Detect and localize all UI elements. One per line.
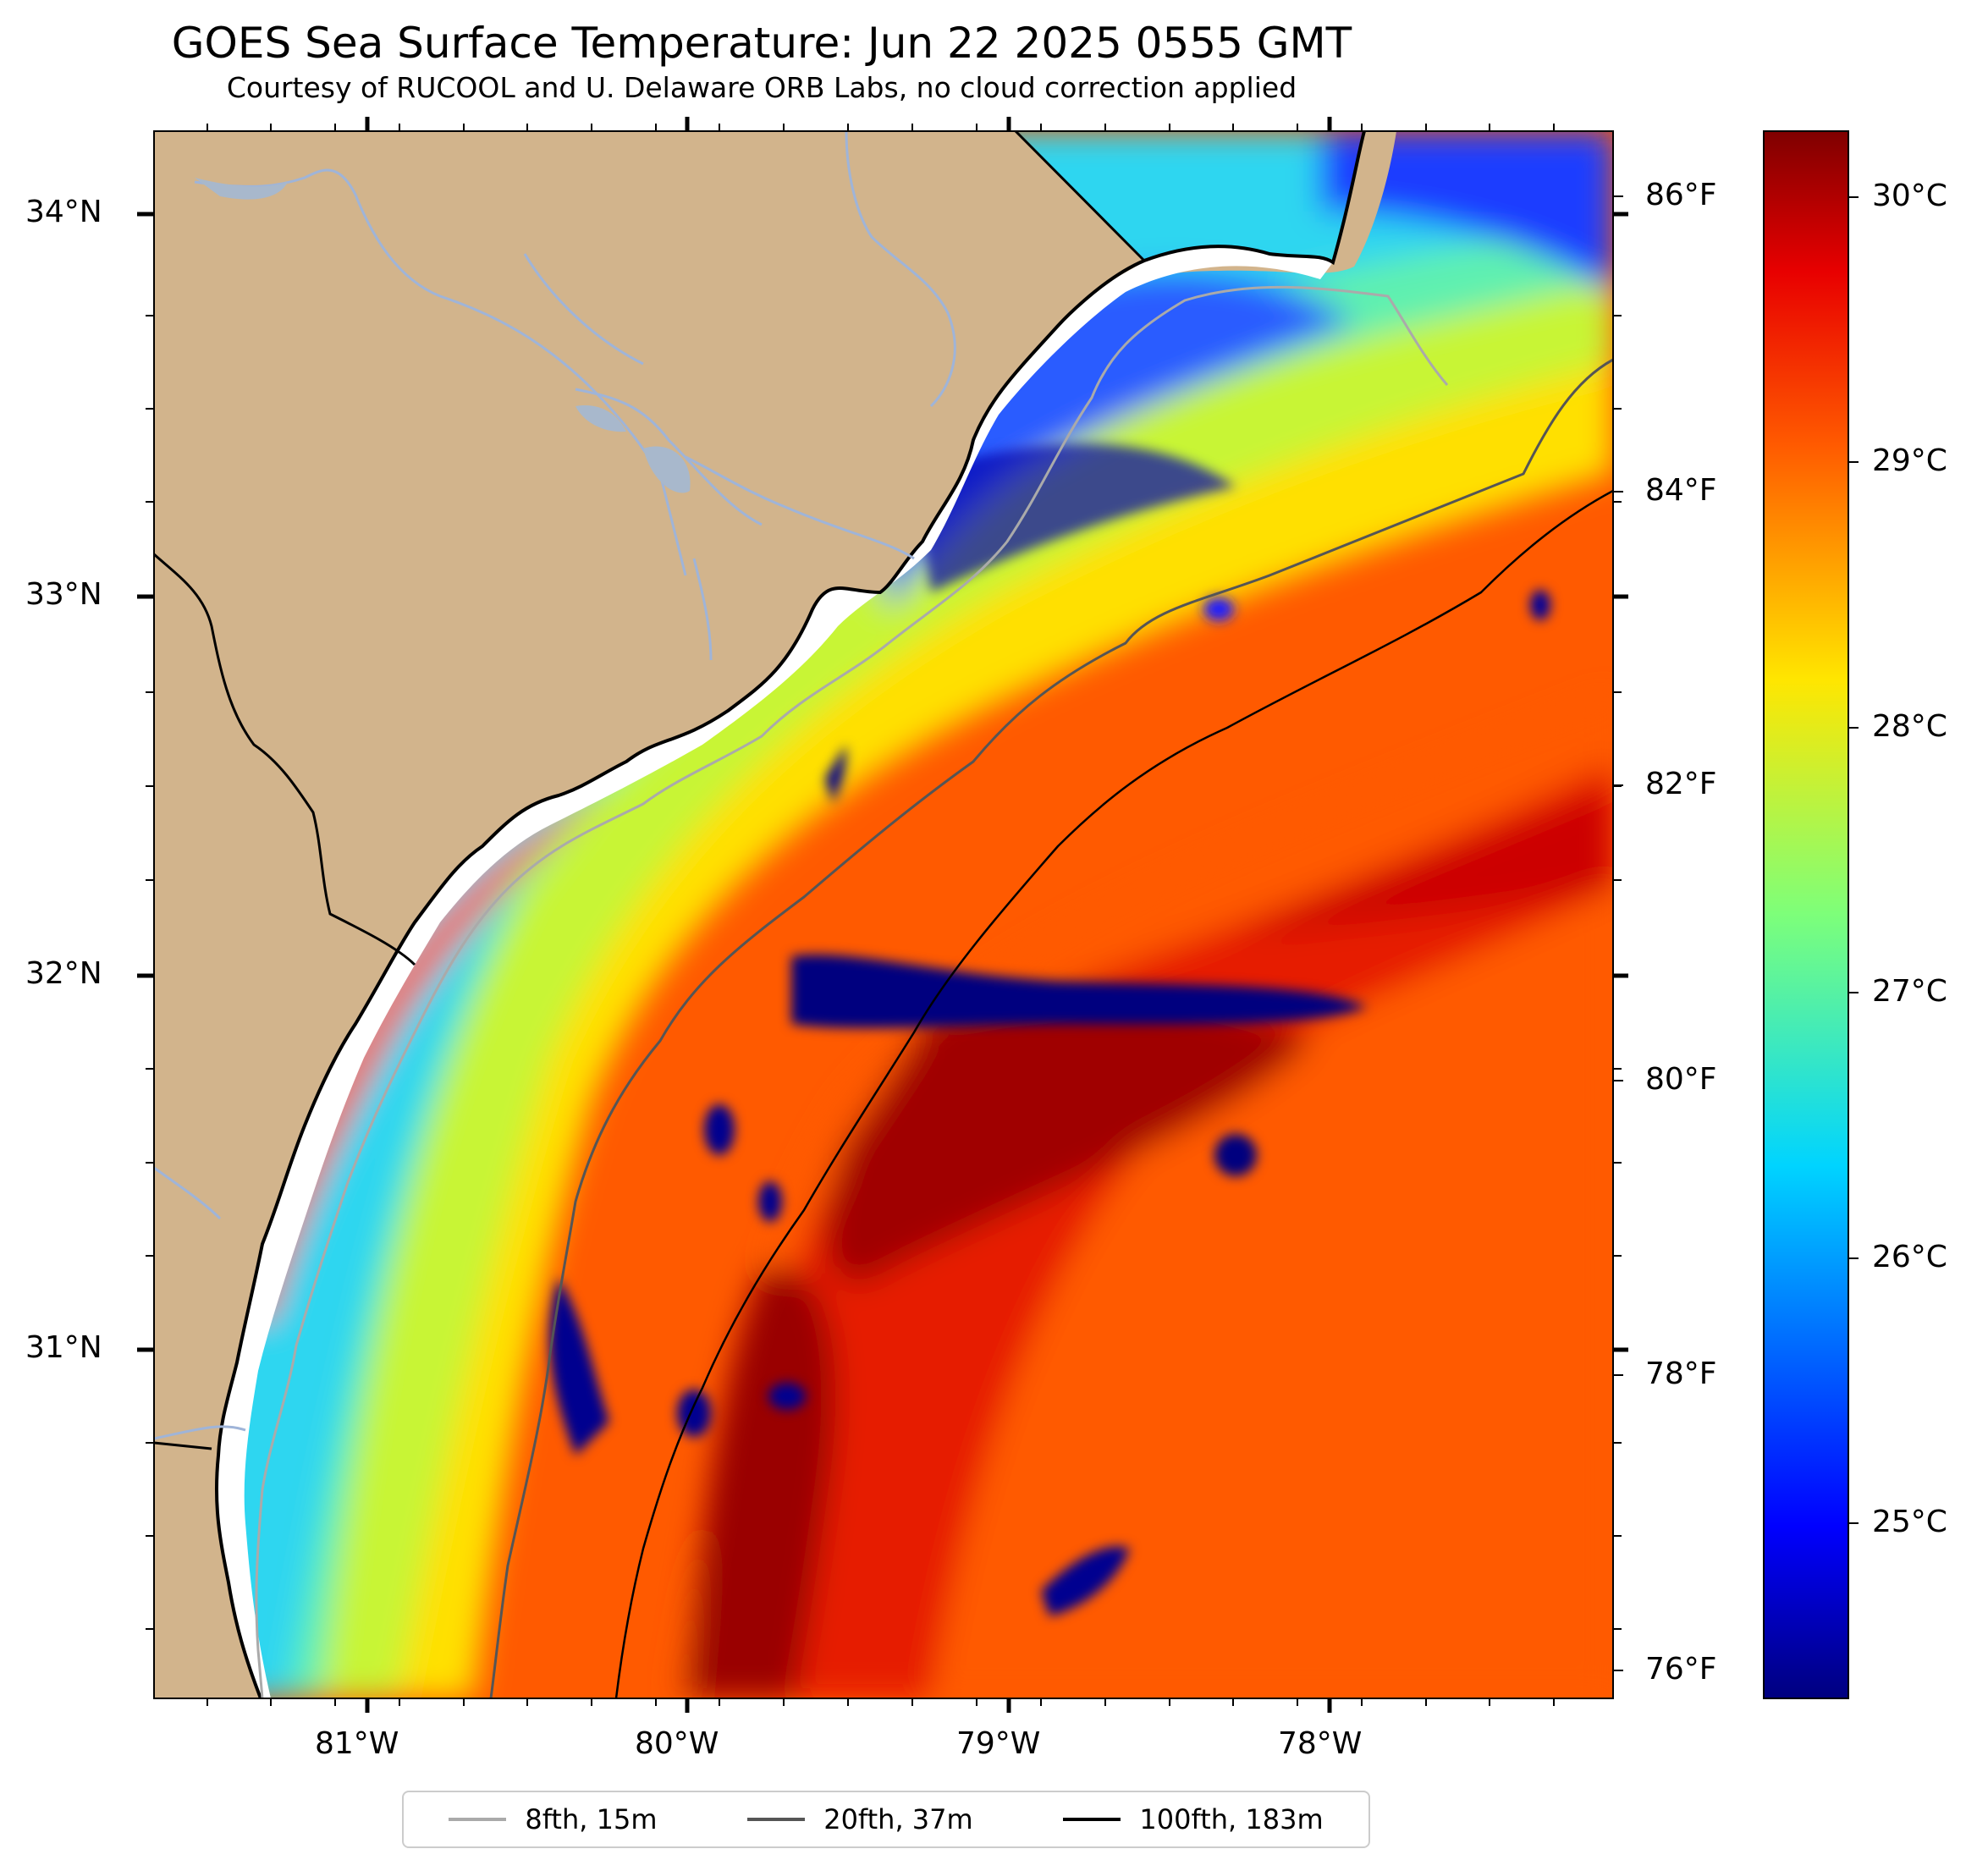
legend-label-20fth: 20fth, 37m — [823, 1803, 973, 1835]
lon-label-79: 79°W — [956, 1726, 1041, 1761]
map-title: GOES Sea Surface Temperature: Jun 22 202… — [171, 19, 1352, 68]
legend-label-100fth: 100fth, 183m — [1139, 1803, 1324, 1835]
colorbar-label-27c: 27°C — [1872, 974, 1947, 1009]
land-mass — [154, 131, 1396, 1698]
isobath-100fth — [614, 489, 1613, 1698]
coastline — [214, 131, 1366, 1698]
fahrenheit-label-76: 76°F — [1645, 1652, 1717, 1687]
lat-label-32: 32°N — [25, 956, 102, 991]
fahrenheit-label-82: 82°F — [1645, 767, 1717, 801]
state-borders — [154, 131, 1146, 1450]
fahrenheit-label-80: 80°F — [1645, 1062, 1717, 1097]
isobath-legend: 8fth, 15m 20fth, 37m 100fth, 183m — [402, 1791, 1370, 1848]
legend-item-8fth: 8fth, 15m — [449, 1803, 657, 1835]
map-subtitle: Courtesy of RUCOOL and U. Delaware ORB L… — [226, 71, 1297, 104]
lake — [195, 178, 288, 200]
isobath-20fth — [489, 358, 1613, 1698]
colorbar-label-25c: 25°C — [1872, 1505, 1947, 1539]
major-ticks — [137, 117, 1628, 1713]
colorbar-ticks — [1613, 195, 1859, 1671]
colorbar — [1763, 130, 1849, 1699]
fahrenheit-label-84: 84°F — [1645, 473, 1717, 508]
lake — [575, 405, 626, 432]
lon-label-78: 78°W — [1278, 1726, 1363, 1761]
legend-item-100fth: 100fth, 183m — [1063, 1803, 1324, 1835]
lake — [643, 446, 691, 493]
colorbar-label-26c: 26°C — [1872, 1240, 1947, 1274]
lat-label-34: 34°N — [25, 195, 102, 229]
legend-item-20fth: 20fth, 37m — [747, 1803, 973, 1835]
map-area — [154, 131, 1613, 1698]
isobath-8fth — [255, 285, 1449, 1698]
legend-swatch-100fth — [1063, 1818, 1121, 1821]
fahrenheit-label-86: 86°F — [1645, 178, 1717, 212]
lat-label-33: 33°N — [25, 577, 102, 612]
lat-label-31: 31°N — [25, 1330, 102, 1365]
colorbar-label-28c: 28°C — [1872, 709, 1947, 744]
legend-label-8fth: 8fth, 15m — [525, 1803, 658, 1835]
lon-label-81: 81°W — [315, 1726, 399, 1761]
colorbar-label-30c: 30°C — [1872, 179, 1947, 213]
colorbar-label-29c: 29°C — [1872, 443, 1947, 478]
minor-ticks — [146, 124, 1622, 1706]
legend-swatch-20fth — [747, 1818, 806, 1821]
lon-label-80: 80°W — [635, 1726, 719, 1761]
fahrenheit-label-78: 78°F — [1645, 1356, 1717, 1391]
map-frame — [153, 130, 1614, 1699]
legend-swatch-8fth — [449, 1818, 507, 1821]
